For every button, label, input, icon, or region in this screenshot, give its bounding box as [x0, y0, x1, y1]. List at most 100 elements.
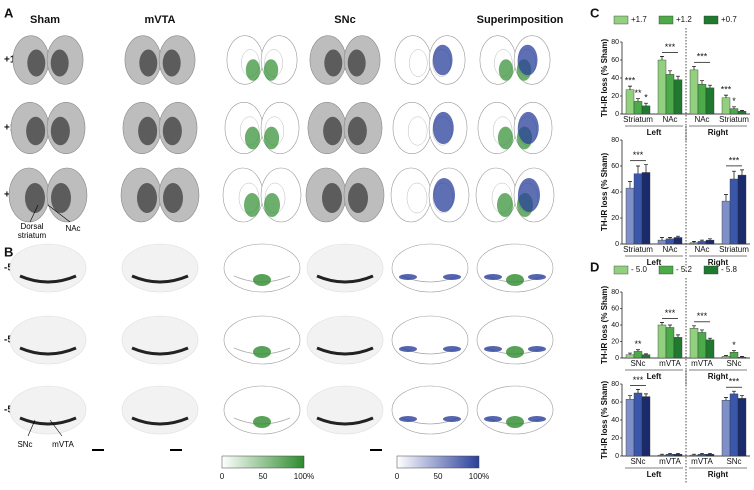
y-tick-label: 20	[611, 435, 619, 442]
x-tick-label: NAc	[694, 115, 709, 124]
midbrain-band	[316, 346, 374, 356]
brain-section	[391, 243, 469, 293]
error-bar	[700, 452, 704, 455]
brain-section	[121, 243, 199, 293]
error-bar	[668, 452, 672, 455]
pointer	[47, 204, 71, 223]
group-label: Left	[647, 372, 662, 381]
bar	[737, 356, 747, 359]
bar	[697, 241, 707, 245]
bar	[633, 173, 643, 245]
overlay-green	[506, 274, 524, 286]
overlay-green	[244, 193, 260, 217]
significance: ***	[633, 150, 644, 160]
brain-section	[476, 315, 554, 365]
midbrain-band	[131, 274, 189, 284]
overlay-blue	[433, 178, 455, 212]
x-tick-label: SNc	[726, 457, 741, 466]
group-label: Left	[647, 128, 662, 137]
error-bar	[676, 75, 680, 80]
x-tick-label: Striatum	[623, 245, 653, 254]
error-bar	[732, 170, 736, 179]
bar	[633, 351, 643, 359]
colorbar-tick: 100%	[469, 472, 489, 481]
striatum-stain	[137, 183, 157, 213]
annotation-text: SNc	[17, 440, 33, 449]
brain-section	[476, 243, 554, 293]
overlay-blue	[528, 416, 546, 422]
midbrain-band	[19, 274, 77, 284]
brain-section	[9, 315, 87, 365]
overlay-green	[263, 126, 280, 150]
striatum-stain	[347, 116, 367, 146]
x-tick-label: SNc	[630, 457, 645, 466]
bar	[665, 74, 675, 115]
error-bar	[724, 94, 728, 98]
bar	[625, 354, 635, 359]
bar	[641, 354, 651, 359]
column-header: SNc	[334, 14, 355, 26]
overlay-green	[253, 416, 271, 428]
annotation-text: Dorsal striatum	[17, 222, 47, 240]
overlay-green	[506, 346, 524, 358]
bar	[729, 352, 739, 359]
y-axis-label: TH-IR loss (% Sham)	[600, 286, 609, 365]
error-bar	[724, 355, 728, 357]
error-bar	[628, 85, 632, 90]
significance: **	[634, 88, 642, 98]
overlay-blue	[484, 274, 502, 280]
error-bar	[644, 393, 648, 397]
overlay-blue	[443, 274, 461, 280]
legend-label: +1.7	[631, 15, 647, 24]
significance: **	[634, 339, 642, 349]
colorbar-tick: 50	[434, 472, 443, 481]
striatum-stain	[163, 183, 183, 213]
striatum-stain	[162, 116, 182, 146]
bar	[673, 337, 683, 359]
bar	[657, 239, 667, 245]
x-tick-label: NAc	[694, 245, 709, 254]
bar	[729, 108, 739, 115]
bar	[641, 105, 651, 115]
y-axis-label: TH-IR loss (% Sham)	[600, 153, 609, 232]
panel-label: C	[590, 5, 600, 20]
y-axis-label: TH-IR loss (% Sham)	[600, 39, 609, 118]
striatum-stain	[347, 49, 366, 77]
midbrain-band	[131, 416, 189, 426]
striatum-stain	[25, 183, 45, 213]
significance: ***	[665, 308, 676, 318]
legend-swatch	[658, 265, 674, 275]
y-tick-label: 80	[611, 381, 619, 388]
bar	[737, 398, 747, 457]
overlay-blue	[518, 178, 540, 212]
overlay-blue	[484, 346, 502, 352]
bar	[721, 356, 731, 359]
x-tick-label: Striatum	[719, 115, 749, 124]
colorbar-tick: 0	[220, 472, 225, 481]
brain-section	[121, 385, 199, 435]
y-tick-label: 40	[611, 189, 619, 196]
bar	[689, 69, 699, 115]
y-tick-label: 0	[615, 453, 619, 460]
colorbar-tick: 0	[395, 472, 400, 481]
error-bar	[740, 395, 744, 399]
bar	[641, 396, 651, 457]
error-bar	[668, 324, 672, 328]
overlay-green	[253, 346, 271, 358]
striatum-stain	[324, 49, 343, 77]
overlay-green	[253, 274, 271, 286]
brain-section	[390, 167, 432, 223]
striatum-stain	[51, 183, 71, 213]
overlay-green	[498, 59, 514, 81]
group-label: Right	[708, 128, 729, 137]
y-tick-label: 20	[611, 215, 619, 222]
x-tick-label: SNc	[630, 359, 645, 368]
overlay-blue	[443, 346, 461, 352]
bar	[721, 400, 731, 457]
striatum-stain	[50, 49, 69, 77]
y-tick-label: 20	[611, 338, 619, 345]
group-label: Right	[708, 372, 729, 381]
error-bar	[708, 452, 712, 455]
legend-swatch	[703, 265, 719, 275]
